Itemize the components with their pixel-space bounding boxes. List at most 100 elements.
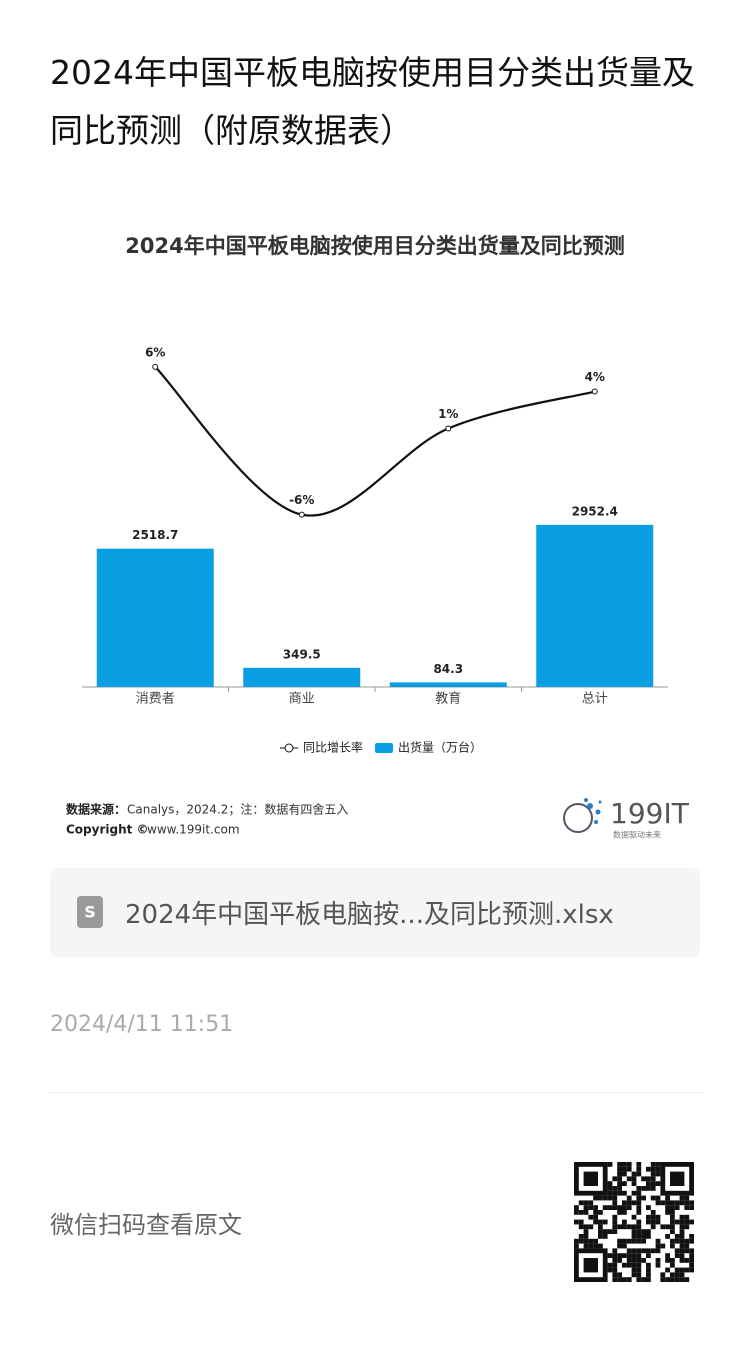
line-point xyxy=(152,363,159,370)
qr-module xyxy=(684,1243,690,1249)
qr-module xyxy=(631,1253,637,1258)
qr-module xyxy=(665,1234,670,1239)
qr-module xyxy=(636,1195,642,1201)
bar-value-label: 84.3 xyxy=(433,662,463,676)
line-point xyxy=(591,388,598,395)
line-point xyxy=(445,425,452,432)
qr-module xyxy=(617,1258,622,1263)
qr-module xyxy=(636,1234,642,1239)
qr-module xyxy=(650,1166,656,1172)
qr-module xyxy=(617,1238,622,1244)
qr-module xyxy=(674,1200,680,1206)
qr-module xyxy=(583,1205,589,1210)
qr-module xyxy=(583,1224,589,1230)
qr-module xyxy=(641,1248,646,1254)
qr-module xyxy=(641,1195,646,1201)
qr-module xyxy=(612,1186,618,1191)
qr-module xyxy=(602,1219,608,1225)
qr-module xyxy=(655,1162,661,1167)
qr-module xyxy=(626,1262,632,1268)
qr-module xyxy=(665,1253,670,1258)
qr-module xyxy=(636,1253,642,1258)
qr-module xyxy=(626,1162,632,1167)
qr-module xyxy=(684,1195,690,1201)
qr-module xyxy=(622,1190,627,1196)
qr-module xyxy=(650,1162,656,1167)
qr-module xyxy=(655,1238,661,1244)
qr-module xyxy=(574,1210,579,1215)
divider xyxy=(50,1092,704,1093)
qr-module xyxy=(646,1234,651,1239)
qr-finder-core xyxy=(583,1258,598,1273)
qr-module xyxy=(607,1190,613,1196)
qr-module xyxy=(636,1210,642,1215)
qr-module xyxy=(650,1176,656,1182)
qr-finder-core xyxy=(583,1171,598,1186)
qr-module xyxy=(665,1205,670,1210)
qr-module xyxy=(684,1267,690,1273)
qr-module xyxy=(631,1214,637,1220)
qr-module xyxy=(646,1248,651,1254)
qr-module xyxy=(641,1258,646,1263)
bar-value-label: 349.5 xyxy=(283,647,321,661)
qr-module xyxy=(670,1214,675,1220)
qr-module xyxy=(593,1214,598,1220)
qr-module xyxy=(646,1205,651,1210)
source-label: 数据来源： xyxy=(66,802,126,817)
qr-module xyxy=(631,1224,637,1230)
qr-module xyxy=(679,1267,685,1273)
qr-module xyxy=(588,1224,594,1230)
qr-module xyxy=(617,1186,622,1191)
qr-module xyxy=(607,1205,613,1210)
qr-module xyxy=(636,1166,642,1172)
qr-module xyxy=(670,1200,675,1206)
qr-module xyxy=(660,1243,666,1249)
qr-module xyxy=(646,1267,651,1273)
qr-module xyxy=(674,1238,680,1244)
qr-module xyxy=(631,1171,637,1177)
qr-module xyxy=(674,1219,680,1225)
qr-module xyxy=(612,1200,618,1206)
qr-module xyxy=(593,1205,598,1210)
qr-module xyxy=(655,1219,661,1225)
qr-module xyxy=(670,1219,675,1225)
qr-module xyxy=(626,1238,632,1244)
qr-module xyxy=(636,1262,642,1268)
file-name[interactable]: 2024年中国平板电脑按...及同比预测.xlsx xyxy=(125,900,614,930)
qr-code xyxy=(574,1162,694,1283)
qr-module xyxy=(665,1224,670,1230)
qr-module xyxy=(607,1186,613,1191)
qr-module xyxy=(679,1253,685,1258)
qr-module xyxy=(674,1277,680,1282)
qr-module xyxy=(641,1186,646,1191)
qr-module xyxy=(670,1238,675,1244)
qr-module xyxy=(670,1224,675,1230)
qr-module xyxy=(612,1248,618,1254)
qr-module xyxy=(689,1238,694,1244)
qr-module xyxy=(636,1190,642,1196)
qr-module xyxy=(578,1224,584,1230)
qr-module xyxy=(636,1224,642,1230)
qr-module xyxy=(679,1214,685,1220)
qr-module xyxy=(612,1267,618,1273)
qr-module xyxy=(650,1171,656,1177)
qr-module xyxy=(636,1186,642,1191)
file-card[interactable]: S xyxy=(50,868,700,957)
qr-module xyxy=(593,1195,598,1201)
qr-module xyxy=(578,1238,584,1244)
qr-module xyxy=(636,1267,642,1273)
qr-module xyxy=(578,1219,584,1225)
svg-text:S: S xyxy=(84,903,96,922)
qr-module xyxy=(670,1229,675,1234)
qr-module xyxy=(660,1224,666,1230)
qr-module xyxy=(650,1210,656,1215)
qr-module xyxy=(679,1219,685,1225)
qr-module xyxy=(674,1205,680,1210)
qr-module xyxy=(670,1210,675,1215)
qr-module xyxy=(631,1200,637,1206)
qr-module xyxy=(689,1262,694,1268)
qr-module xyxy=(684,1200,690,1206)
qr-module xyxy=(655,1195,661,1201)
